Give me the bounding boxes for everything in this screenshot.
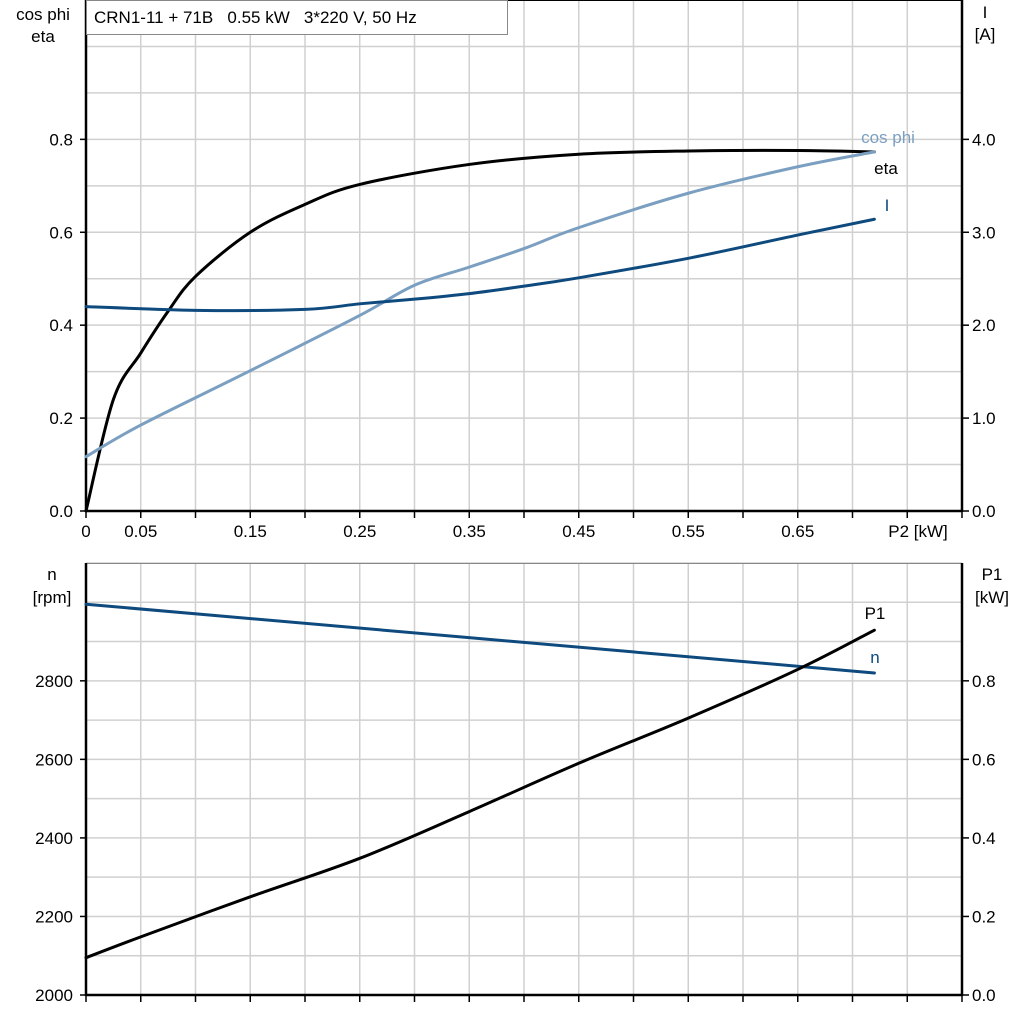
x-tick-label: 0.55 (672, 522, 705, 541)
x-tick-label: 0.05 (124, 522, 157, 541)
left-y-tick-label: 2200 (35, 907, 73, 926)
chart-title: CRN1-11 + 71B 0.55 kW 3*220 V, 50 Hz (94, 8, 417, 27)
right-y-tick-label: 1.0 (972, 409, 996, 428)
label-i: I (885, 196, 890, 215)
label-p1: P1 (865, 604, 886, 623)
bottom-grid (86, 562, 962, 995)
left-y-tick-label: 0.4 (49, 316, 73, 335)
left-axis-title-cosphi: cos phi (16, 5, 70, 24)
bottom-right-axis-title-kw: [kW] (975, 588, 1009, 607)
right-y-tick-label: 0.2 (972, 907, 996, 926)
x-tick-label: 0.65 (781, 522, 814, 541)
left-y-tick-label: 2400 (35, 829, 73, 848)
right-axis-title-a: [A] (975, 25, 996, 44)
bottom-right-axis-title-p1: P1 (982, 565, 1003, 584)
left-y-tick-label: 2000 (35, 986, 73, 1005)
x-tick-label: 0.45 (562, 522, 595, 541)
left-y-tick-label: 0.6 (49, 223, 73, 242)
x-tick-label: 0.25 (343, 522, 376, 541)
right-y-tick-label: 3.0 (972, 223, 996, 242)
right-y-tick-label: 0.8 (972, 672, 996, 691)
title-box (86, 0, 508, 35)
series-cos-phi-curve (84, 150, 876, 459)
left-axis-title-eta: eta (31, 27, 55, 46)
bottom-left-axis-title-rpm: [rpm] (33, 588, 72, 607)
curves (84, 148, 876, 960)
label-cos-phi: cos phi (861, 128, 915, 147)
left-y-tick-label: 2800 (35, 672, 73, 691)
x-tick-label: 0.15 (234, 522, 267, 541)
right-y-tick-label: 4.0 (972, 130, 996, 149)
right-y-tick-label: 2.0 (972, 316, 996, 335)
x-tick-label: 0 (81, 522, 90, 541)
right-axis-title-i: I (983, 3, 988, 22)
right-y-tick-label: 0.6 (972, 750, 996, 769)
series-n-curve (84, 602, 876, 675)
left-y-tick-label: 2600 (35, 750, 73, 769)
left-y-tick-label: 0.0 (49, 502, 73, 521)
top-grid (86, 0, 962, 511)
right-y-tick-label: 0.4 (972, 829, 996, 848)
right-y-tick-label: 0.0 (972, 502, 996, 521)
label-n: n (870, 648, 879, 667)
series-eta-curve (84, 148, 876, 513)
label-eta: eta (874, 159, 898, 178)
right-y-tick-label: 0.0 (972, 986, 996, 1005)
series-i-curve (84, 217, 876, 313)
left-y-tick-label: 0.8 (49, 130, 73, 149)
bottom-left-axis-title-n: n (47, 565, 56, 584)
x-axis-title: P2 [kW] (888, 522, 948, 541)
axes: 0.0 0.2 0.4 0.6 0.8 0.0 1.0 2.0 3.0 4.0 2000 2200 24… (35, 0, 996, 1005)
left-y-tick-label: 0.2 (49, 409, 73, 428)
series-p1-curve (84, 628, 876, 960)
x-tick-label: 0.35 (453, 522, 486, 541)
